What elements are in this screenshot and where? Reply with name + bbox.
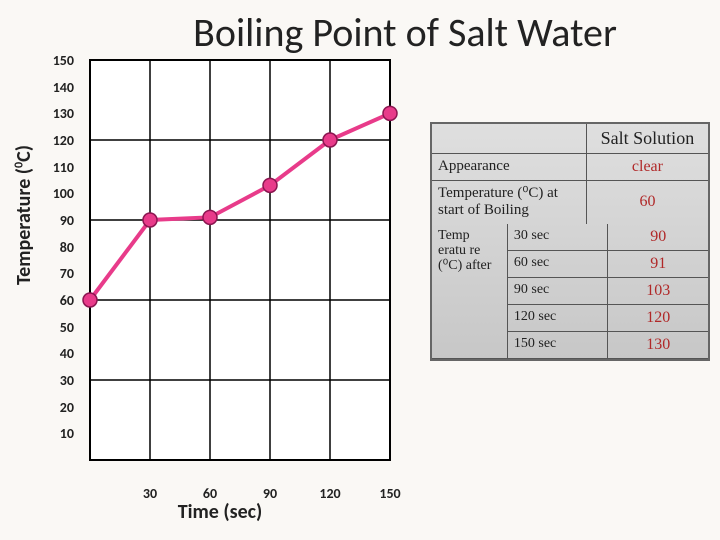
x-tick: 150: [375, 485, 405, 502]
table-cell-value: clear: [587, 154, 708, 180]
y-tick: 30: [44, 372, 74, 389]
y-tick: 100: [44, 185, 74, 202]
y-tick: 120: [44, 132, 74, 149]
table-subcell-value: 120: [607, 305, 708, 331]
table-subrow: 120 sec120: [508, 305, 708, 332]
x-tick: 120: [315, 485, 345, 502]
y-tick: 110: [44, 159, 74, 176]
table-row: Appearanceclear: [432, 154, 708, 181]
table-subrow: 90 sec103: [508, 278, 708, 305]
y-tick: 150: [44, 52, 74, 69]
x-axis-label: Time (sec): [120, 500, 320, 524]
table-cell-label: Temperature (⁰C) at start of Boiling: [432, 181, 587, 224]
x-tick: 60: [195, 485, 225, 502]
table-subcell-label: 90 sec: [508, 278, 608, 304]
table-subcell-label: 150 sec: [508, 332, 608, 358]
table-subcell-value: 130: [607, 332, 708, 358]
table-header-left: [432, 124, 587, 153]
y-tick: 50: [44, 319, 74, 336]
table-subrow: 150 sec130: [508, 332, 708, 358]
table-header-right: Salt Solution: [587, 124, 708, 153]
table-nested-section: Temp eratu re (⁰C) after 30 sec9060 sec9…: [432, 224, 708, 359]
y-tick: 20: [44, 399, 74, 416]
table-subcell-value: 103: [607, 278, 708, 304]
y-tick: 80: [44, 239, 74, 256]
table-subcell-label: 30 sec: [508, 224, 608, 250]
x-tick: 30: [135, 485, 165, 502]
table-subcell-label: 120 sec: [508, 305, 608, 331]
y-tick: 140: [44, 79, 74, 96]
x-tick: 90: [255, 485, 285, 502]
table-row: Temperature (⁰C) at start of Boiling60: [432, 181, 708, 224]
table-subrow: 30 sec90: [508, 224, 708, 251]
table-cell-value: 60: [587, 181, 708, 224]
table-cell-label: Appearance: [432, 154, 587, 180]
data-table: Salt Solution AppearanceclearTemperature…: [430, 122, 710, 361]
y-tick: 60: [44, 292, 74, 309]
y-tick: 70: [44, 265, 74, 282]
table-nest-label: Temp eratu re (⁰C) after: [432, 224, 508, 358]
table-subcell-value: 91: [607, 251, 708, 277]
chart: Temperature (0C) Time (sec) 102030405060…: [20, 50, 420, 520]
y-tick: 10: [44, 425, 74, 442]
table-subcell-value: 90: [607, 224, 708, 250]
chart-svg: [80, 50, 400, 470]
y-tick: 90: [44, 212, 74, 229]
table-subcell-label: 60 sec: [508, 251, 608, 277]
y-tick: 40: [44, 345, 74, 362]
table-subrow: 60 sec91: [508, 251, 708, 278]
y-tick: 130: [44, 105, 74, 122]
y-axis-label: Temperature (0C): [12, 145, 36, 285]
table-header: Salt Solution: [432, 124, 708, 154]
